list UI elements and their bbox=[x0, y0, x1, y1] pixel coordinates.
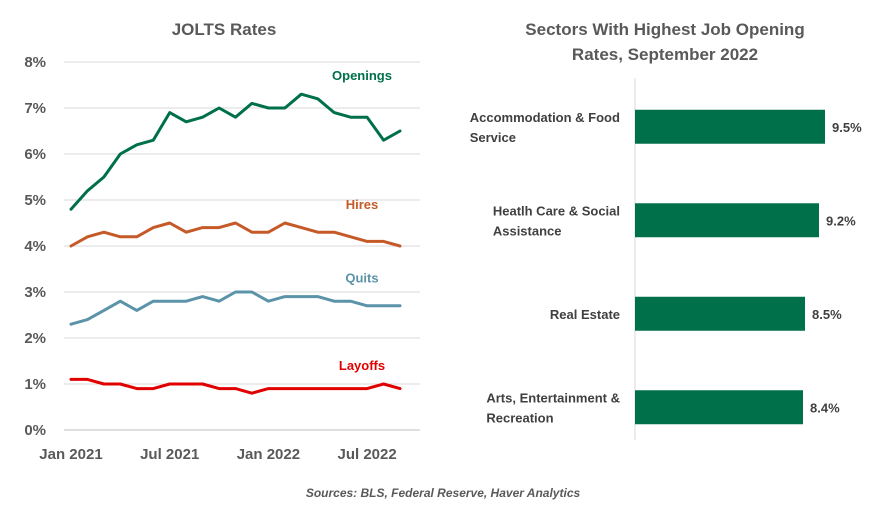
bar-category-heatlh-care-social: Heatlh Care & Social Assistance bbox=[493, 203, 620, 238]
bar-chart-title: Sectors With Highest Job Opening Rates, S… bbox=[525, 20, 804, 64]
bar-real-estate bbox=[635, 296, 805, 331]
bar-category-real-estate: Real Estate bbox=[550, 307, 620, 322]
bar-category-line: Arts, Entertainment & bbox=[486, 390, 620, 405]
bar-category-line: Accommodation & Food bbox=[470, 110, 620, 125]
x-tick-jan-2022: Jan 2022 bbox=[237, 446, 300, 463]
bar-category-line: Service bbox=[470, 130, 516, 145]
series-line-layoffs bbox=[69, 377, 402, 395]
bar-accommodation-food bbox=[635, 109, 825, 144]
y-tick-7: 7% bbox=[24, 100, 46, 117]
bar-category-line: Recreation bbox=[486, 410, 553, 425]
series-label-hires: Hires bbox=[346, 197, 379, 212]
series-line-openings bbox=[69, 92, 402, 211]
y-tick-2: 2% bbox=[24, 330, 46, 347]
bar-category-line: Real Estate bbox=[550, 307, 620, 322]
series-line-quits bbox=[69, 290, 402, 326]
y-tick-5: 5% bbox=[24, 192, 46, 209]
bar-value-arts-entertainment: 8.4% bbox=[810, 400, 840, 415]
bar-arts-entertainment bbox=[635, 390, 803, 425]
line-chart-series: Openings Hires Quits Layoffs bbox=[69, 68, 402, 395]
y-tick-3: 3% bbox=[24, 284, 46, 301]
y-tick-1: 1% bbox=[24, 376, 46, 393]
bar-chart-bars: 9.5% Accommodation & Food Service 9.2% Heatl… bbox=[470, 109, 862, 425]
series-label-layoffs: Layoffs bbox=[339, 358, 385, 373]
bar-category-arts-entertainment: Arts, Entertainment & Recreation bbox=[486, 390, 620, 425]
y-tick-6: 6% bbox=[24, 146, 46, 163]
bar-title-line-2: Rates, September 2022 bbox=[572, 45, 758, 64]
x-tick-jul-2021: Jul 2021 bbox=[140, 446, 199, 463]
series-line-hires bbox=[69, 221, 402, 248]
x-tick-jan-2021: Jan 2021 bbox=[39, 446, 102, 463]
line-chart-title: JOLTS Rates bbox=[172, 20, 277, 39]
bar-heatlh-care-social bbox=[635, 203, 819, 238]
series-label-openings: Openings bbox=[332, 68, 392, 83]
source-note: Sources: BLS, Federal Reserve, Haver Ana… bbox=[306, 486, 581, 500]
line-chart-y-axis: 0% 1% 2% 3% 4% 5% 6% 7% 8% bbox=[24, 54, 420, 439]
bar-value-real-estate: 8.5% bbox=[812, 307, 842, 322]
x-tick-jul-2022: Jul 2022 bbox=[337, 446, 396, 463]
bar-value-heatlh-care-social: 9.2% bbox=[826, 213, 856, 228]
bar-category-line: Heatlh Care & Social bbox=[493, 203, 620, 218]
series-label-quits: Quits bbox=[345, 271, 378, 286]
y-tick-0: 0% bbox=[24, 422, 46, 439]
bar-category-line: Assistance bbox=[493, 223, 562, 238]
bar-title-line-1: Sectors With Highest Job Opening bbox=[525, 20, 804, 39]
bar-value-accommodation-food: 9.5% bbox=[832, 120, 862, 135]
line-chart-x-axis: Jan 2021 Jul 2021 Jan 2022 Jul 2022 bbox=[39, 446, 396, 463]
y-tick-4: 4% bbox=[24, 238, 46, 255]
y-tick-8: 8% bbox=[24, 54, 46, 71]
bar-category-accommodation-food: Accommodation & Food Service bbox=[470, 110, 620, 145]
